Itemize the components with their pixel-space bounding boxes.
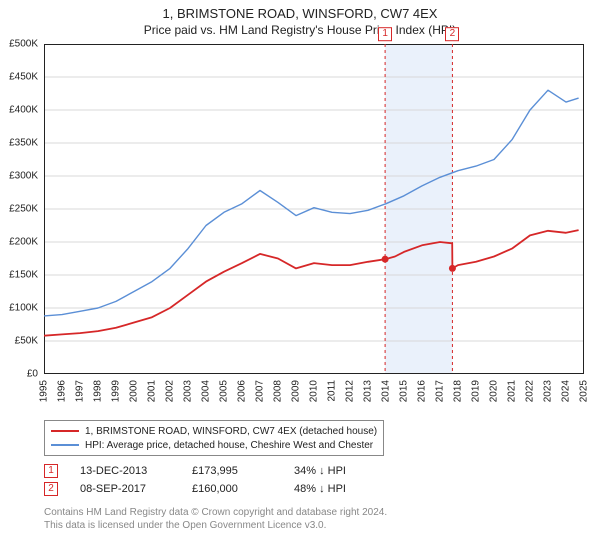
- legend-item: 1, BRIMSTONE ROAD, WINSFORD, CW7 4EX (de…: [51, 424, 377, 438]
- y-tick-label: £350K: [2, 138, 38, 149]
- transaction-date: 08-SEP-2017: [80, 483, 170, 495]
- transaction-date: 13-DEC-2013: [80, 465, 170, 477]
- x-tick-label: 2023: [543, 380, 554, 402]
- attribution-line-1: Contains HM Land Registry data © Crown c…: [44, 506, 387, 519]
- x-tick-label: 2017: [435, 380, 446, 402]
- y-tick-label: £150K: [2, 270, 38, 281]
- transaction-price: £160,000: [192, 483, 272, 495]
- x-tick-label: 2015: [399, 380, 410, 402]
- x-tick-label: 1997: [75, 380, 86, 402]
- y-tick-label: £0: [2, 369, 38, 380]
- transaction-delta: 34% ↓ HPI: [294, 465, 346, 477]
- y-tick-label: £300K: [2, 171, 38, 182]
- x-tick-label: 2011: [327, 380, 338, 402]
- transaction-row: 2 08-SEP-2017 £160,000 48% ↓ HPI: [44, 480, 346, 498]
- x-tick-label: 1996: [57, 380, 68, 402]
- legend-label: HPI: Average price, detached house, Ches…: [85, 440, 373, 451]
- x-tick-label: 1999: [111, 380, 122, 402]
- x-tick-label: 2008: [273, 380, 284, 402]
- x-tick-label: 2010: [309, 380, 320, 402]
- chart-subtitle: Price paid vs. HM Land Registry's House …: [0, 21, 600, 37]
- y-tick-label: £400K: [2, 105, 38, 116]
- x-tick-label: 2009: [291, 380, 302, 402]
- x-tick-label: 2020: [489, 380, 500, 402]
- x-tick-label: 2000: [129, 380, 140, 402]
- transactions-table: 1 13-DEC-2013 £173,995 34% ↓ HPI 2 08-SEP-201…: [44, 462, 346, 498]
- transaction-row: 1 13-DEC-2013 £173,995 34% ↓ HPI: [44, 462, 346, 480]
- transaction-idx: 2: [44, 482, 58, 496]
- x-tick-label: 2024: [561, 380, 572, 402]
- transaction-idx: 1: [44, 464, 58, 478]
- x-tick-label: 2006: [237, 380, 248, 402]
- y-tick-label: £50K: [2, 336, 38, 347]
- legend-swatch: [51, 444, 79, 446]
- y-tick-label: £200K: [2, 237, 38, 248]
- x-tick-label: 2018: [453, 380, 464, 402]
- legend-swatch: [51, 430, 79, 432]
- chart-area: £0£50K£100K£150K£200K£250K£300K£350K£400…: [44, 44, 584, 374]
- x-tick-label: 2001: [147, 380, 158, 402]
- chart-title: 1, BRIMSTONE ROAD, WINSFORD, CW7 4EX: [0, 0, 600, 21]
- y-tick-label: £250K: [2, 204, 38, 215]
- x-tick-label: 1995: [39, 380, 50, 402]
- x-tick-label: 2025: [579, 380, 590, 402]
- x-tick-label: 2012: [345, 380, 356, 402]
- x-tick-label: 2022: [525, 380, 536, 402]
- legend-item: HPI: Average price, detached house, Ches…: [51, 438, 377, 452]
- x-tick-label: 2019: [471, 380, 482, 402]
- attribution-line-2: This data is licensed under the Open Gov…: [44, 519, 387, 532]
- x-tick-label: 2004: [201, 380, 212, 402]
- x-tick-label: 2014: [381, 380, 392, 402]
- transaction-price: £173,995: [192, 465, 272, 477]
- attribution: Contains HM Land Registry data © Crown c…: [44, 506, 387, 532]
- plot-svg: [44, 44, 584, 374]
- y-tick-label: £450K: [2, 72, 38, 83]
- x-tick-label: 2005: [219, 380, 230, 402]
- x-tick-label: 2003: [183, 380, 194, 402]
- chart-marker-label: 1: [378, 27, 392, 41]
- transaction-delta: 48% ↓ HPI: [294, 483, 346, 495]
- legend: 1, BRIMSTONE ROAD, WINSFORD, CW7 4EX (de…: [44, 420, 384, 456]
- y-tick-label: £500K: [2, 39, 38, 50]
- x-tick-label: 2002: [165, 380, 176, 402]
- x-tick-label: 2007: [255, 380, 266, 402]
- y-tick-label: £100K: [2, 303, 38, 314]
- chart-marker-label: 2: [445, 27, 459, 41]
- x-tick-label: 2021: [507, 380, 518, 402]
- legend-label: 1, BRIMSTONE ROAD, WINSFORD, CW7 4EX (de…: [85, 426, 377, 437]
- x-tick-label: 2016: [417, 380, 428, 402]
- figure-root: 1, BRIMSTONE ROAD, WINSFORD, CW7 4EX Pri…: [0, 0, 600, 560]
- x-tick-label: 2013: [363, 380, 374, 402]
- x-tick-label: 1998: [93, 380, 104, 402]
